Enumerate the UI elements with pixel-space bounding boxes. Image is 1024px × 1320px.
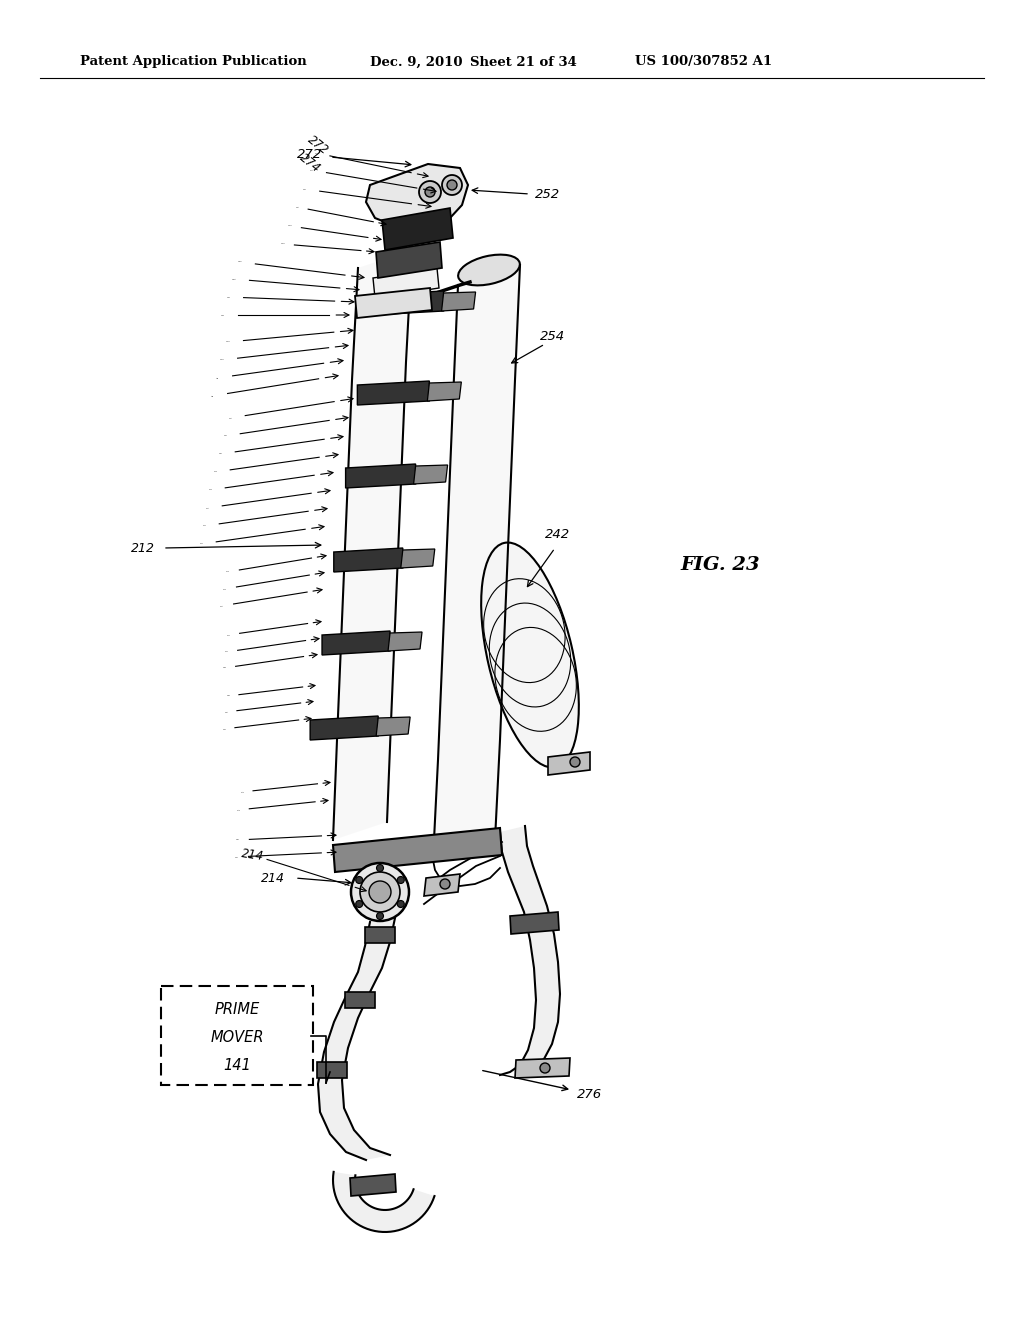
- Ellipse shape: [481, 543, 579, 767]
- Circle shape: [540, 1063, 550, 1073]
- Ellipse shape: [458, 255, 520, 285]
- Polygon shape: [366, 164, 468, 228]
- Polygon shape: [355, 288, 432, 318]
- Text: 276: 276: [578, 1089, 602, 1101]
- Ellipse shape: [369, 880, 391, 903]
- Text: 254: 254: [541, 330, 565, 342]
- Text: 214: 214: [261, 871, 285, 884]
- Text: Dec. 9, 2010: Dec. 9, 2010: [370, 55, 463, 69]
- Text: 272: 272: [297, 149, 323, 161]
- Text: 272: 272: [305, 133, 331, 157]
- Text: US 100/307852 A1: US 100/307852 A1: [635, 55, 772, 69]
- Text: Sheet 21 of 34: Sheet 21 of 34: [470, 55, 577, 69]
- Polygon shape: [500, 826, 560, 1074]
- Text: 212: 212: [131, 541, 155, 554]
- Polygon shape: [371, 290, 443, 315]
- Polygon shape: [333, 1172, 434, 1232]
- Polygon shape: [333, 828, 502, 873]
- Polygon shape: [322, 631, 390, 655]
- Circle shape: [440, 879, 450, 888]
- Circle shape: [377, 865, 384, 871]
- Text: 274: 274: [297, 150, 323, 176]
- Polygon shape: [510, 912, 559, 935]
- Polygon shape: [433, 265, 520, 861]
- Polygon shape: [373, 268, 439, 298]
- Polygon shape: [515, 1059, 570, 1078]
- Text: PRIME: PRIME: [214, 1002, 260, 1018]
- Text: 242: 242: [546, 528, 570, 541]
- Polygon shape: [388, 632, 422, 651]
- Polygon shape: [414, 465, 447, 484]
- Circle shape: [419, 181, 441, 203]
- Polygon shape: [357, 381, 429, 405]
- Text: FIG. 23: FIG. 23: [680, 556, 760, 574]
- Ellipse shape: [351, 863, 409, 921]
- Circle shape: [355, 876, 362, 883]
- Polygon shape: [400, 549, 435, 568]
- Polygon shape: [333, 249, 412, 840]
- Polygon shape: [376, 717, 411, 737]
- Circle shape: [570, 756, 580, 767]
- Text: 214: 214: [241, 847, 265, 863]
- Ellipse shape: [360, 873, 400, 912]
- Polygon shape: [350, 1173, 396, 1196]
- Circle shape: [397, 876, 404, 883]
- Text: Patent Application Publication: Patent Application Publication: [80, 55, 307, 69]
- Polygon shape: [376, 242, 442, 279]
- Text: MOVER: MOVER: [210, 1031, 264, 1045]
- Polygon shape: [382, 209, 453, 249]
- Polygon shape: [427, 381, 462, 401]
- Polygon shape: [441, 292, 475, 312]
- Text: 141: 141: [223, 1059, 251, 1073]
- Polygon shape: [317, 1063, 347, 1078]
- Circle shape: [442, 176, 462, 195]
- Circle shape: [447, 180, 457, 190]
- Circle shape: [425, 187, 435, 197]
- Circle shape: [397, 900, 404, 908]
- Circle shape: [355, 900, 362, 908]
- Polygon shape: [318, 917, 395, 1160]
- Polygon shape: [548, 752, 590, 775]
- Polygon shape: [310, 715, 378, 741]
- Polygon shape: [345, 993, 375, 1008]
- Text: 252: 252: [536, 189, 560, 202]
- Polygon shape: [424, 874, 460, 896]
- Polygon shape: [334, 548, 402, 572]
- Polygon shape: [346, 465, 416, 488]
- FancyBboxPatch shape: [161, 986, 313, 1085]
- Polygon shape: [365, 927, 395, 942]
- Circle shape: [377, 912, 384, 920]
